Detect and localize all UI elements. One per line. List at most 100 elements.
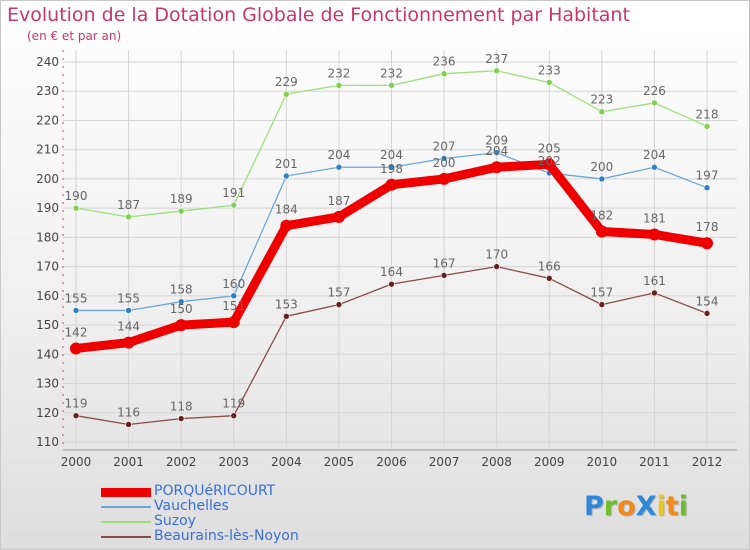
data-label: 150 bbox=[170, 302, 193, 316]
data-point bbox=[703, 184, 711, 191]
data-point bbox=[230, 292, 238, 300]
y-tick-label: 200 bbox=[36, 172, 59, 186]
data-label: 161 bbox=[643, 274, 666, 288]
brand-letter: X bbox=[635, 491, 657, 522]
data-label: 205 bbox=[538, 141, 561, 155]
data-label: 182 bbox=[590, 209, 613, 223]
data-point bbox=[440, 155, 448, 162]
data-point bbox=[335, 82, 343, 89]
legend-swatch bbox=[101, 521, 151, 523]
x-tick-label: 2006 bbox=[376, 455, 407, 469]
data-point bbox=[385, 178, 398, 191]
legend-label: Vauchelles bbox=[154, 498, 229, 514]
data-point bbox=[543, 158, 556, 171]
data-point bbox=[388, 280, 395, 288]
y-tick-label: 120 bbox=[36, 406, 59, 420]
data-label: 155 bbox=[65, 291, 88, 305]
data-point bbox=[177, 207, 185, 215]
y-tick-label: 170 bbox=[36, 260, 59, 274]
data-point bbox=[703, 310, 711, 317]
data-point bbox=[125, 307, 132, 314]
brand-logo: ProXiti bbox=[584, 491, 688, 522]
x-tick-label: 2002 bbox=[166, 455, 197, 469]
x-tick-label: 2000 bbox=[61, 455, 92, 469]
data-point bbox=[280, 219, 293, 232]
data-point bbox=[283, 313, 290, 320]
brand-letter: r bbox=[603, 491, 618, 522]
data-point bbox=[283, 172, 290, 180]
data-point bbox=[335, 301, 343, 308]
data-label: 204 bbox=[485, 144, 508, 158]
data-point bbox=[493, 67, 500, 75]
y-tick-label: 220 bbox=[36, 113, 59, 127]
y-tick-label: 160 bbox=[36, 289, 59, 303]
data-label: 209 bbox=[485, 134, 508, 148]
y-tick-label: 210 bbox=[36, 143, 59, 157]
brand-letter: t bbox=[665, 491, 679, 522]
data-label: 229 bbox=[275, 75, 298, 89]
data-label: 187 bbox=[117, 198, 140, 212]
data-point bbox=[648, 228, 661, 241]
data-label: 170 bbox=[485, 248, 508, 262]
data-label: 201 bbox=[275, 157, 298, 171]
data-point bbox=[388, 82, 395, 89]
data-label: 202 bbox=[538, 154, 561, 168]
data-label: 181 bbox=[643, 211, 666, 225]
data-point bbox=[651, 289, 658, 297]
data-label: 204 bbox=[327, 148, 350, 162]
x-tick-label: 2008 bbox=[481, 455, 512, 469]
legend-swatch bbox=[101, 536, 151, 538]
legend-label: Suzoy bbox=[154, 513, 196, 529]
data-label: 166 bbox=[538, 259, 561, 273]
data-label: 118 bbox=[170, 400, 193, 414]
chart-subtitle: (en € et par an) bbox=[27, 29, 122, 43]
legend-label: Beaurains-lès-Noyon bbox=[154, 528, 299, 544]
data-point bbox=[703, 123, 711, 130]
legend-swatch bbox=[101, 487, 151, 497]
data-label: 226 bbox=[643, 84, 666, 98]
x-tick-label: 2003 bbox=[218, 455, 249, 469]
data-point bbox=[388, 163, 395, 171]
data-label: 184 bbox=[275, 203, 298, 217]
data-point bbox=[125, 421, 132, 428]
data-label: 116 bbox=[117, 405, 140, 419]
data-label: 191 bbox=[222, 186, 245, 200]
data-label: 200 bbox=[433, 156, 456, 170]
x-tick-label: 2004 bbox=[271, 455, 302, 469]
data-point bbox=[70, 342, 82, 355]
data-label: 200 bbox=[590, 160, 613, 174]
data-point bbox=[177, 415, 185, 422]
data-point bbox=[332, 210, 345, 223]
data-label: 167 bbox=[433, 256, 456, 270]
y-tick-label: 130 bbox=[36, 377, 59, 391]
x-tick-label: 2011 bbox=[639, 455, 670, 469]
data-label: 142 bbox=[65, 325, 88, 339]
data-label: 160 bbox=[222, 277, 245, 291]
data-label: 164 bbox=[380, 265, 403, 279]
data-label: 204 bbox=[643, 148, 666, 162]
data-point bbox=[125, 213, 132, 221]
data-point bbox=[545, 275, 553, 282]
data-point bbox=[440, 70, 448, 77]
chart-title: Evolution de la Dotation Globale de Fonc… bbox=[7, 4, 630, 26]
data-point bbox=[122, 336, 135, 349]
data-label: 157 bbox=[327, 286, 350, 300]
data-label: 144 bbox=[117, 320, 140, 334]
data-point bbox=[701, 237, 713, 250]
data-label: 157 bbox=[590, 286, 613, 300]
data-label: 232 bbox=[380, 66, 403, 80]
data-point bbox=[545, 79, 553, 86]
data-label: 232 bbox=[327, 66, 350, 80]
data-label: 187 bbox=[327, 194, 350, 208]
brand-letter: i bbox=[656, 491, 666, 522]
y-tick-label: 140 bbox=[36, 347, 59, 361]
data-label: 233 bbox=[538, 63, 561, 77]
data-point bbox=[438, 172, 451, 185]
y-tick-label: 230 bbox=[36, 84, 59, 98]
x-tick-label: 2010 bbox=[587, 455, 618, 469]
data-label: 198 bbox=[380, 162, 403, 176]
data-point bbox=[72, 307, 80, 314]
brand-letter: o bbox=[617, 491, 636, 522]
data-point bbox=[598, 175, 606, 183]
